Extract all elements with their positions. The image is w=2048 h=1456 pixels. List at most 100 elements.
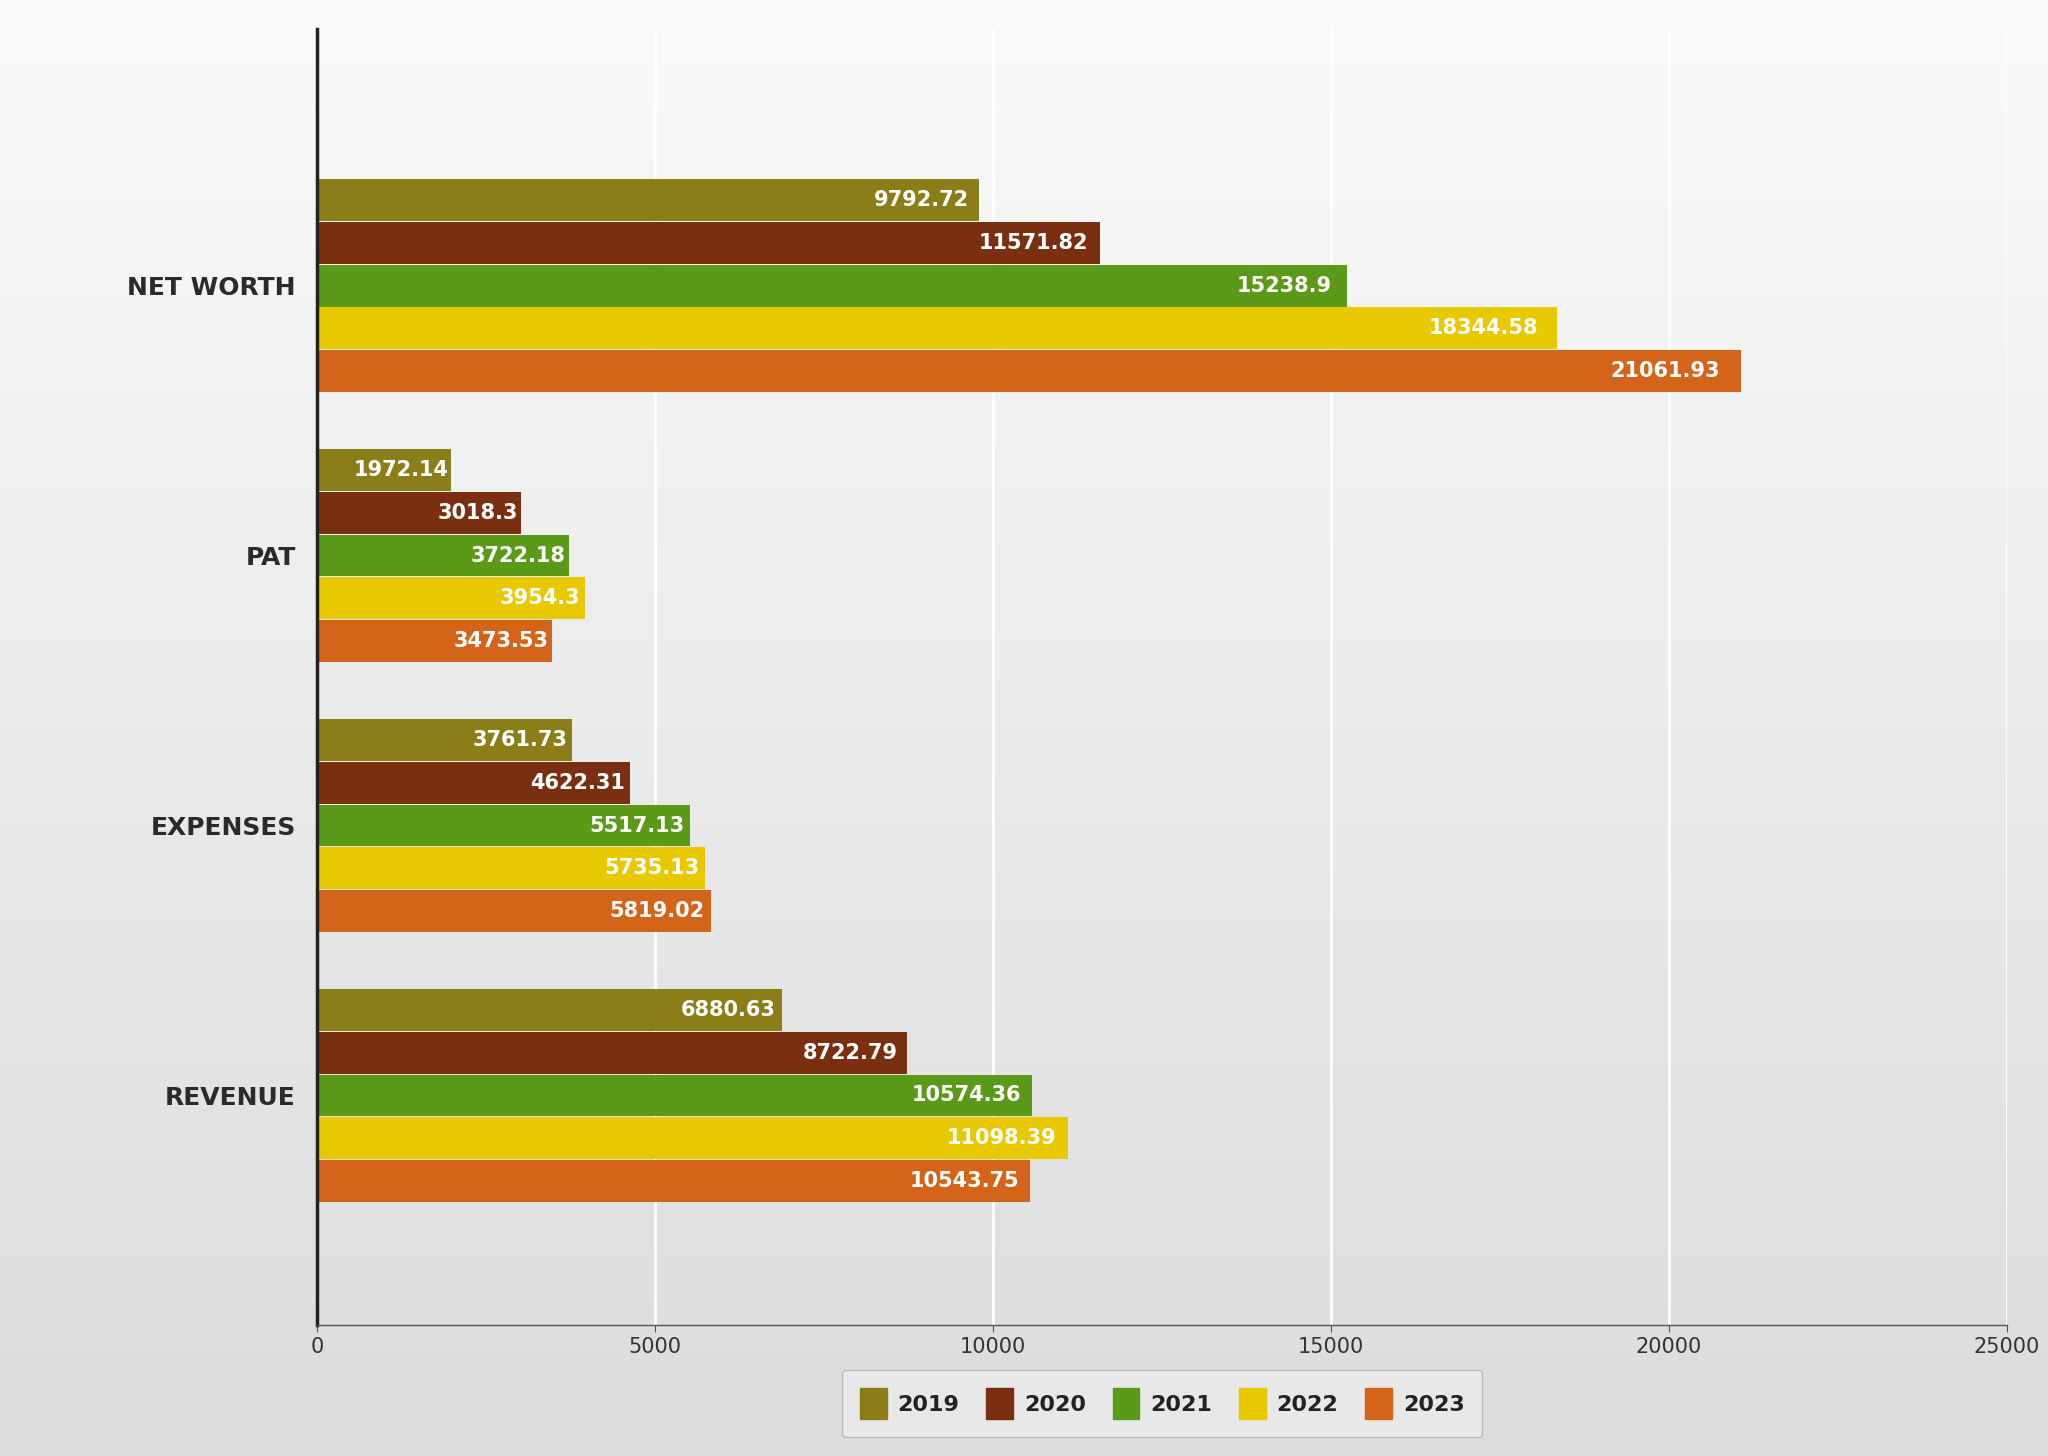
Bar <box>0 437 2048 444</box>
Bar <box>0 1449 2048 1456</box>
Bar <box>0 757 2048 764</box>
Bar <box>317 577 584 619</box>
Bar <box>0 1019 2048 1026</box>
Bar <box>0 976 2048 983</box>
Bar <box>0 480 2048 488</box>
Bar <box>0 153 2048 160</box>
Bar <box>0 575 2048 582</box>
Bar <box>0 269 2048 277</box>
Bar <box>0 1063 2048 1070</box>
Bar <box>0 830 2048 837</box>
Bar <box>0 233 2048 240</box>
Bar <box>0 823 2048 830</box>
Bar <box>0 1383 2048 1390</box>
Bar <box>317 805 690 846</box>
Bar <box>0 102 2048 109</box>
Bar <box>0 1347 2048 1354</box>
Bar <box>0 1405 2048 1412</box>
Bar <box>0 218 2048 226</box>
Bar <box>0 1376 2048 1383</box>
Bar <box>0 109 2048 116</box>
Bar <box>0 510 2048 517</box>
Bar <box>0 1208 2048 1216</box>
Bar <box>0 837 2048 844</box>
Bar <box>0 772 2048 779</box>
Bar <box>0 524 2048 531</box>
Bar <box>0 291 2048 298</box>
Bar <box>0 903 2048 910</box>
Bar <box>0 1048 2048 1056</box>
Bar <box>0 808 2048 815</box>
Bar <box>0 553 2048 561</box>
Bar <box>0 1114 2048 1121</box>
Bar <box>0 1354 2048 1361</box>
Bar <box>0 415 2048 422</box>
Bar <box>0 786 2048 794</box>
Bar <box>0 1296 2048 1303</box>
Bar <box>0 22 2048 29</box>
Bar <box>317 307 1556 349</box>
Bar <box>0 1361 2048 1369</box>
Bar <box>0 764 2048 772</box>
Bar <box>0 641 2048 648</box>
Bar <box>0 0 2048 7</box>
Bar <box>0 473 2048 480</box>
Bar <box>0 1340 2048 1347</box>
Text: 8722.79: 8722.79 <box>803 1042 899 1063</box>
Bar <box>0 284 2048 291</box>
Bar <box>0 211 2048 218</box>
Bar <box>0 466 2048 473</box>
Bar <box>0 1143 2048 1150</box>
Bar <box>0 306 2048 313</box>
Bar <box>0 1165 2048 1172</box>
Bar <box>0 1005 2048 1012</box>
Text: 18344.58: 18344.58 <box>1430 319 1538 338</box>
Bar <box>0 422 2048 430</box>
Bar <box>317 1075 1032 1117</box>
Text: 11571.82: 11571.82 <box>979 233 1087 253</box>
Bar <box>0 728 2048 735</box>
Bar <box>0 1412 2048 1420</box>
Bar <box>0 1289 2048 1296</box>
Bar <box>0 531 2048 539</box>
Bar <box>0 371 2048 379</box>
Bar <box>0 58 2048 66</box>
Bar <box>0 1121 2048 1128</box>
Bar <box>0 750 2048 757</box>
Bar <box>0 604 2048 612</box>
Bar <box>0 910 2048 917</box>
Bar <box>0 1187 2048 1194</box>
Text: 3018.3: 3018.3 <box>438 502 518 523</box>
Text: 4622.31: 4622.31 <box>530 773 625 794</box>
Bar <box>0 1259 2048 1267</box>
Bar <box>0 1172 2048 1179</box>
Bar <box>0 313 2048 320</box>
Bar <box>317 989 782 1031</box>
Bar <box>0 1223 2048 1230</box>
Bar <box>0 874 2048 881</box>
Bar <box>0 670 2048 677</box>
Text: 6880.63: 6880.63 <box>680 1000 776 1021</box>
Bar <box>317 450 451 491</box>
Bar <box>0 36 2048 44</box>
Bar <box>0 801 2048 808</box>
Bar <box>0 502 2048 510</box>
Bar <box>0 262 2048 269</box>
Bar <box>0 204 2048 211</box>
Bar <box>0 1318 2048 1325</box>
Bar <box>0 495 2048 502</box>
Bar <box>317 179 979 221</box>
Bar <box>317 1160 1030 1201</box>
Bar <box>0 590 2048 597</box>
Text: 10543.75: 10543.75 <box>909 1171 1020 1191</box>
Bar <box>317 890 711 932</box>
Bar <box>0 66 2048 73</box>
Bar <box>0 430 2048 437</box>
Bar <box>0 1281 2048 1289</box>
Bar <box>317 221 1100 264</box>
Bar <box>0 386 2048 393</box>
Bar <box>0 1398 2048 1405</box>
Bar <box>0 124 2048 131</box>
Bar <box>317 1117 1067 1159</box>
Legend: 2019, 2020, 2021, 2022, 2023: 2019, 2020, 2021, 2022, 2023 <box>842 1370 1483 1437</box>
